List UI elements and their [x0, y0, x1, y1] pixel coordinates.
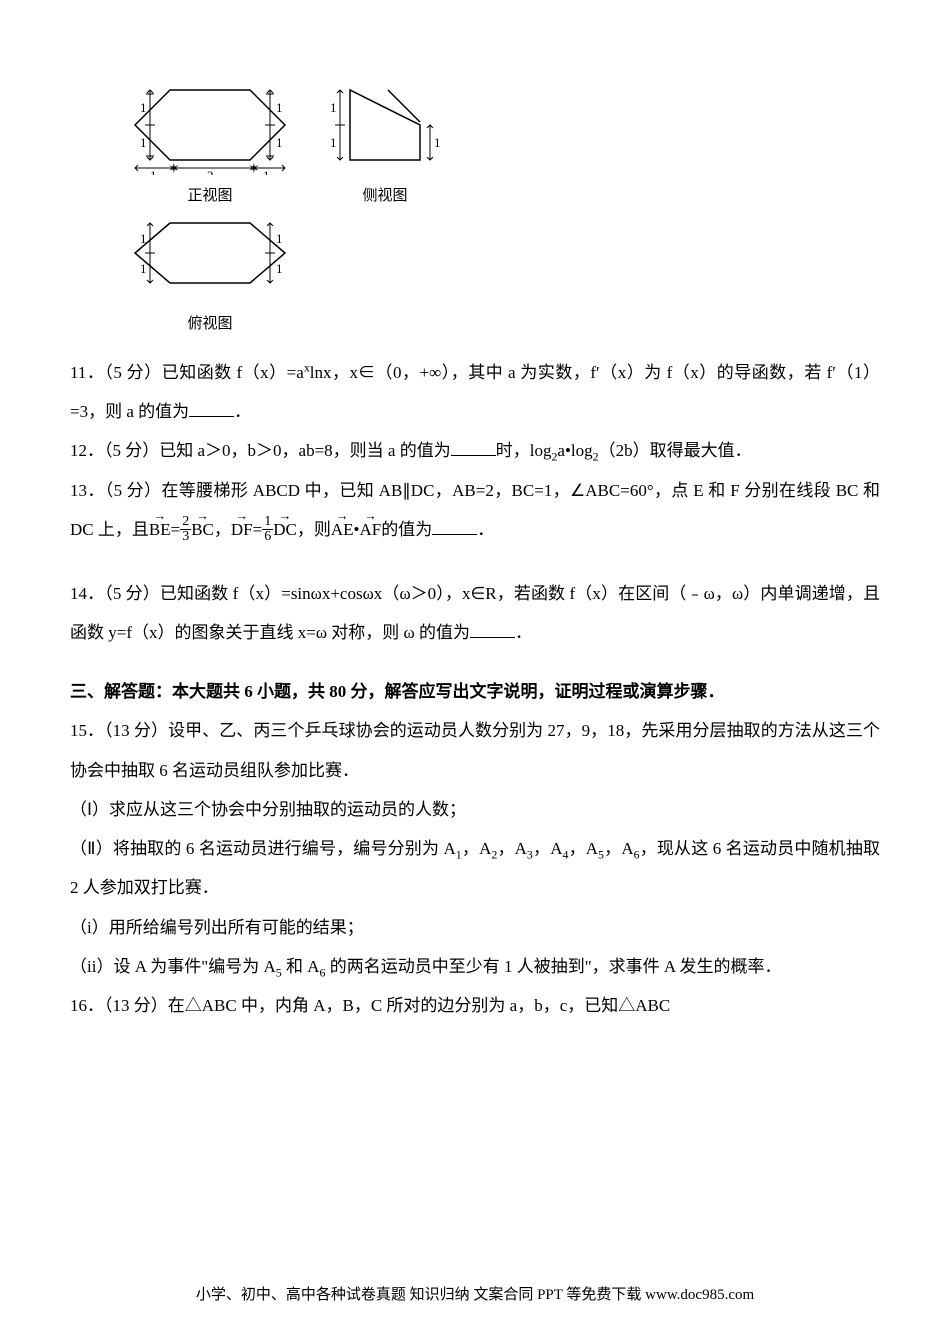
- problem-13: 13．（5 分）在等腰梯形 ABCD 中，已知 AB∥DC，AB=2，BC=1，…: [70, 471, 880, 549]
- main-content: 11．（5 分）已知函数 f（x）=axlnx，x∈（0，+∞），其中 a 为实…: [70, 353, 880, 1026]
- svg-text:1: 1: [140, 135, 147, 150]
- top-view-label: 俯视图: [130, 312, 290, 333]
- svg-text:1: 1: [140, 261, 147, 276]
- problem-16: 16．（13 分）在△ABC 中，内角 A，B，C 所对的边分别为 a，b，c，…: [70, 986, 880, 1025]
- side-view-label: 侧视图: [330, 184, 440, 205]
- svg-text:1: 1: [140, 231, 147, 246]
- svg-text:1: 1: [330, 135, 337, 150]
- svg-text:1: 1: [330, 100, 337, 115]
- svg-text:1: 1: [276, 100, 283, 115]
- top-view: 1 1 1 1 俯视图: [130, 213, 290, 333]
- svg-text:✶: ✶: [248, 162, 260, 175]
- dim-2-mid: 2: [207, 168, 214, 175]
- diagram-top-row: 1 1 1 1 ✶ ✶ 1 2 1: [130, 80, 880, 205]
- problem-11: 11．（5 分）已知函数 f（x）=axlnx，x∈（0，+∞），其中 a 为实…: [70, 353, 880, 431]
- side-view-svg: 1 1 1: [330, 80, 440, 175]
- front-view-svg: 1 1 1 1 ✶ ✶ 1 2 1: [130, 80, 290, 175]
- problem-15-part2: （Ⅱ）将抽取的 6 名运动员进行编号，编号分别为 A1，A2，A3，A4，A5，…: [70, 829, 880, 908]
- top-view-svg: 1 1 1 1: [130, 213, 290, 303]
- problem-14: 14．（5 分）已知函数 f（x）=sinωx+cosωx（ω＞0），x∈R，若…: [70, 574, 880, 652]
- svg-text:1: 1: [276, 231, 283, 246]
- svg-text:1: 1: [140, 100, 147, 115]
- problem-15-stem: 15．（13 分）设甲、乙、丙三个乒乓球协会的运动员人数分别为 27，9，18，…: [70, 711, 880, 789]
- problem-15-part1: （Ⅰ）求应从这三个协会中分别抽取的运动员的人数；: [70, 790, 880, 829]
- page-footer: 小学、初中、高中各种试卷真题 知识归纳 文案合同 PPT 等免费下载 www.d…: [0, 1283, 950, 1304]
- svg-text:1: 1: [276, 261, 283, 276]
- side-view: 1 1 1 侧视图: [330, 80, 440, 205]
- problem-12: 12．（5 分）已知 a＞0，b＞0，ab=8，则当 a 的值为时，log2a•…: [70, 431, 880, 471]
- front-view-label: 正视图: [130, 184, 290, 205]
- diagram-bottom-row: 1 1 1 1 俯视图: [130, 213, 880, 333]
- dim-1-left: 1: [150, 168, 157, 175]
- svg-text:1: 1: [276, 135, 283, 150]
- three-view-diagram: 1 1 1 1 ✶ ✶ 1 2 1: [130, 80, 880, 333]
- front-view: 1 1 1 1 ✶ ✶ 1 2 1: [130, 80, 290, 205]
- problem-15-ii: （ii）设 A 为事件"编号为 A5 和 A6 的两名运动员中至少有 1 人被抽…: [70, 947, 880, 987]
- section-3-heading: 三、解答题：本大题共 6 小题，共 80 分，解答应写出文字说明，证明过程或演算…: [70, 672, 880, 711]
- problem-15-i: （i）用所给编号列出所有可能的结果；: [70, 908, 880, 947]
- svg-text:1: 1: [434, 135, 440, 150]
- dim-1-right: 1: [263, 168, 270, 175]
- svg-text:✶: ✶: [168, 162, 180, 175]
